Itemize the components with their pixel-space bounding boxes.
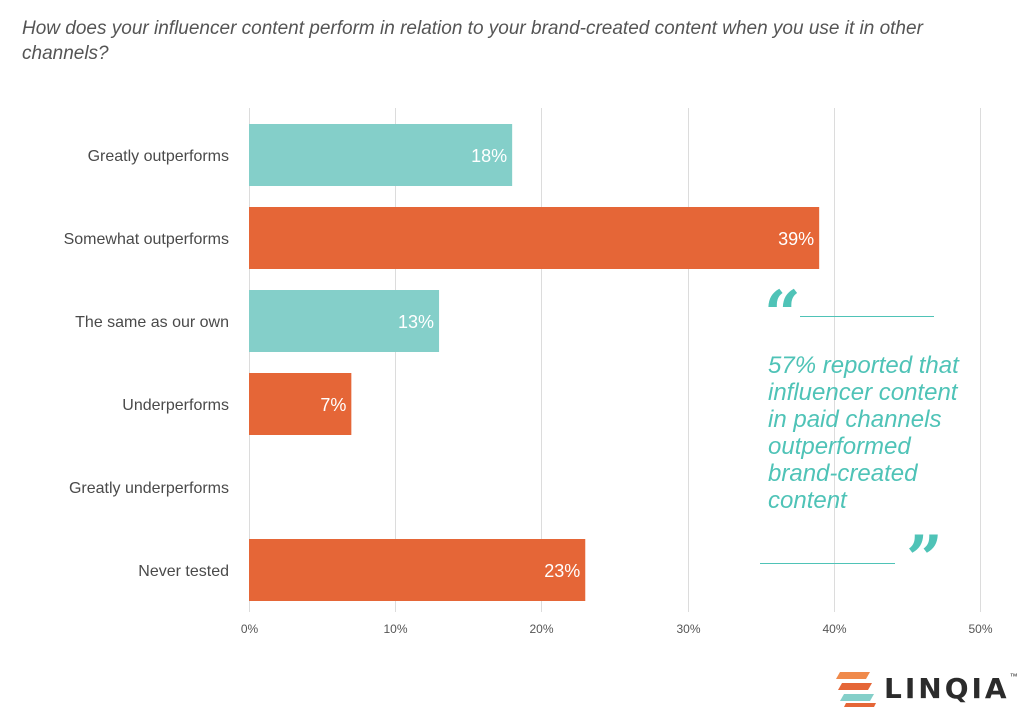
bar [249, 539, 586, 601]
bar [249, 373, 352, 435]
bar [249, 124, 513, 186]
linqia-logo: LINQIA ™ [836, 668, 1018, 708]
bar-value-label: 7% [320, 395, 346, 415]
bar-chart: 0% 10% 20% 30% 40% 50% Greatly outperforms Som… [64, 108, 993, 636]
category-label: Greatly outperforms [88, 148, 229, 165]
trademark-symbol: ™ [1009, 672, 1018, 681]
close-quote-icon: ” [906, 522, 943, 597]
callout-rule-bottom [760, 563, 895, 564]
category-label: Greatly underperforms [69, 480, 229, 497]
category-label: Underperforms [122, 397, 229, 414]
x-tick-label: 20% [529, 622, 553, 636]
x-tick-label: 50% [968, 622, 992, 636]
grid-layer [249, 108, 981, 612]
category-labels: Greatly outperforms Somewhat outperforms T… [64, 148, 229, 580]
bar-value-label: 13% [398, 312, 434, 332]
bar-value-label: 39% [778, 229, 814, 249]
bars [249, 124, 820, 601]
open-quote-icon: “ [764, 277, 801, 352]
bar-value-label: 18% [471, 146, 507, 166]
bar [249, 290, 440, 352]
chart-title: How does your influencer content perform… [22, 18, 923, 64]
bar-value-label: 23% [544, 561, 580, 581]
category-label: Never tested [138, 563, 229, 580]
callout-rule-top [800, 316, 934, 317]
bar-value-labels: 18% 39% 13% 7% 23% [320, 146, 814, 581]
x-axis-ticks: 0% 10% 20% 30% 40% 50% [241, 622, 993, 636]
x-tick-label: 0% [241, 622, 259, 636]
callout-text: 57% reported that influencer content in … [768, 352, 959, 514]
x-tick-label: 40% [822, 622, 846, 636]
x-tick-label: 10% [383, 622, 407, 636]
bar [249, 207, 820, 269]
linqia-logo-text: LINQIA [884, 671, 1010, 705]
linqia-logo-mark-icon [836, 672, 876, 707]
category-label: The same as our own [75, 314, 229, 331]
x-tick-label: 30% [676, 622, 700, 636]
category-label: Somewhat outperforms [64, 231, 229, 248]
